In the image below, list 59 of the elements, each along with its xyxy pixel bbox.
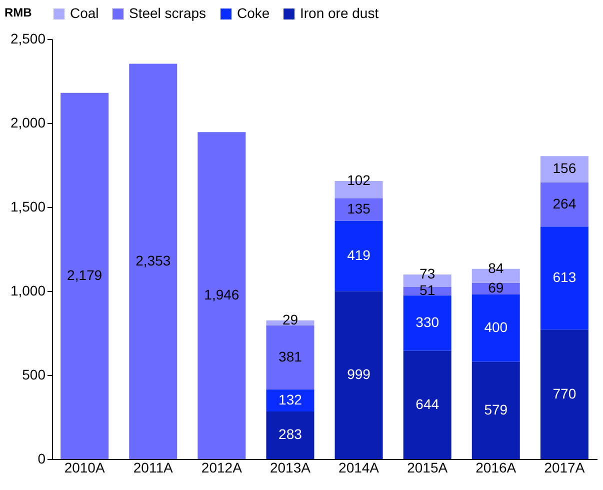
- legend-label: Steel scraps: [129, 5, 206, 21]
- x-tick-label: 2016A: [476, 460, 517, 476]
- data-label: 613: [552, 269, 576, 286]
- bar: [540, 330, 588, 459]
- bar: [540, 156, 588, 182]
- x-tick-label: 2017A: [544, 460, 586, 476]
- bar: [266, 325, 314, 390]
- y-tick-label: 1,000: [10, 282, 46, 298]
- bar: [403, 350, 452, 459]
- data-label: 102: [347, 172, 371, 188]
- bar: [266, 411, 314, 459]
- y-tick-label: 2,000: [10, 114, 46, 130]
- y-tick-label: 500: [22, 366, 46, 382]
- x-tick-label: 2015A: [407, 460, 448, 476]
- bar: [334, 198, 383, 221]
- data-label: 84: [488, 260, 504, 276]
- y-tick-label: 1,500: [10, 198, 46, 214]
- bar: [472, 294, 520, 362]
- data-label: 73: [420, 266, 436, 282]
- data-label: 999: [347, 366, 371, 382]
- x-tick-label: 2014A: [338, 460, 380, 476]
- data-label: 419: [347, 246, 371, 263]
- legend-label: Coke: [237, 5, 270, 21]
- bar: [334, 220, 383, 292]
- y-tick-label: 0: [38, 450, 46, 466]
- x-tick-label: 2013A: [270, 460, 312, 476]
- bar: [334, 291, 383, 459]
- x-tick-label: 2010A: [64, 460, 106, 476]
- bar: [540, 226, 588, 330]
- data-label: 69: [488, 280, 504, 296]
- data-label: 2,353: [136, 252, 171, 268]
- data-label: 644: [416, 396, 440, 412]
- y-axis-title: RMB: [4, 6, 32, 20]
- data-label: 135: [347, 200, 371, 216]
- legend-label: Iron ore dust: [300, 5, 379, 21]
- bar: [403, 295, 452, 351]
- data-label: 156: [552, 160, 576, 176]
- data-label: 2,179: [67, 266, 102, 283]
- data-label: 381: [278, 348, 302, 364]
- data-label: 51: [420, 282, 436, 298]
- data-label: 330: [416, 314, 440, 330]
- bar: [472, 362, 520, 459]
- x-tick-label: 2011A: [133, 460, 174, 476]
- bar: [60, 92, 109, 459]
- data-label: 400: [484, 319, 508, 336]
- data-label: 283: [278, 426, 302, 442]
- legend-label: Coal: [70, 5, 99, 21]
- data-label: 264: [552, 195, 576, 212]
- data-label: 579: [484, 401, 508, 418]
- data-label: 770: [552, 385, 576, 402]
- bar: [129, 64, 178, 459]
- bar: [198, 132, 246, 459]
- bar: [266, 389, 314, 412]
- bar: [540, 182, 588, 227]
- data-label: 29: [282, 311, 298, 328]
- data-label: 132: [278, 391, 302, 408]
- x-tick-label: 2012A: [201, 460, 243, 476]
- y-tick-label: 2,500: [10, 30, 46, 46]
- data-label: 1,946: [204, 286, 240, 303]
